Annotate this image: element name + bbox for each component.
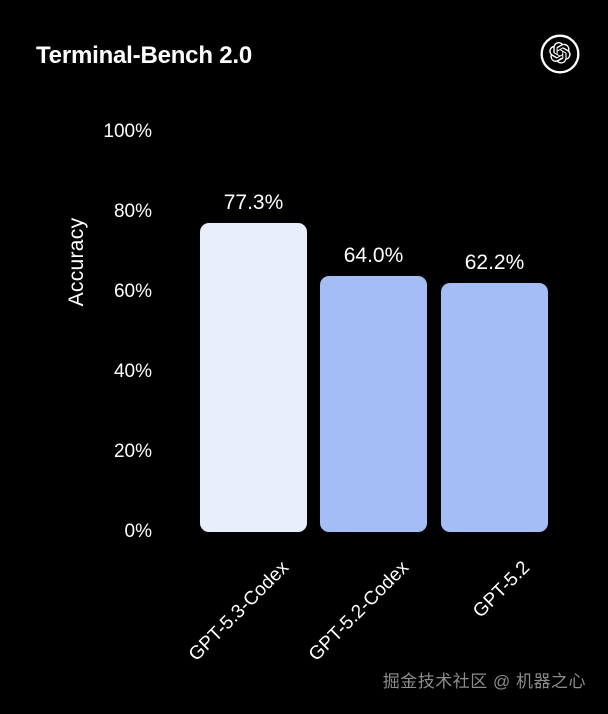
openai-logo-icon <box>540 34 580 74</box>
bar-value-label: 77.3% <box>223 190 284 214</box>
bar-value-label: 64.0% <box>343 244 404 267</box>
y-tick-label: 0% <box>124 521 152 542</box>
bar[interactable] <box>320 276 427 532</box>
y-tick-label: 20% <box>113 441 152 462</box>
y-tick-label: 60% <box>113 281 152 302</box>
watermark: 掘金技术社区 @ 机器之心 <box>382 672 586 691</box>
bar[interactable] <box>441 283 548 532</box>
page-title: Terminal-Bench 2.0 <box>36 42 253 69</box>
bar-value-label: 62.2% <box>464 251 525 275</box>
y-tick-label: 40% <box>113 361 152 382</box>
y-axis-ticks: 0% 20% 40% 60% 80% 100% <box>60 0 152 714</box>
bar[interactable] <box>200 222 307 532</box>
y-tick-label: 80% <box>113 201 152 222</box>
y-tick-label: 100% <box>103 121 152 142</box>
x-tick-label: GPT-5.3-Codex <box>184 557 293 666</box>
